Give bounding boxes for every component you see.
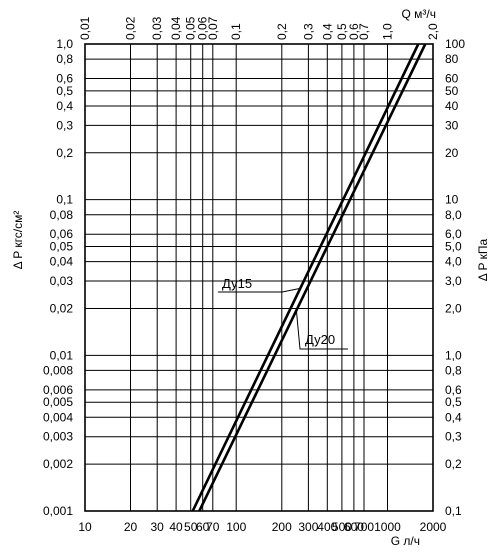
x-bottom-tick-label: 700	[354, 520, 374, 534]
y-right-tick-label: 30	[445, 118, 459, 132]
y-left-tick-label: 0,5	[56, 84, 73, 98]
y-left-tick-label: 0,008	[43, 363, 73, 377]
x-top-tick-label: 0,1	[229, 23, 243, 40]
y-left-tick-label: 0,01	[50, 348, 74, 362]
x-top-tick-label: 0,02	[124, 16, 138, 40]
x-top-tick-label: 0,4	[320, 23, 334, 40]
y-axis-right-title: Δ P кПа	[476, 238, 490, 281]
y-right-tick-label: 0,1	[445, 504, 462, 518]
x-top-tick-label: 2,0	[426, 23, 440, 40]
x-top-tick-label: 0,7	[357, 23, 371, 40]
y-left-tick-label: 0,8	[56, 52, 73, 66]
y-left-tick-label: 0,006	[43, 383, 73, 397]
y-axis-left-title: Δ P кгс/см²	[11, 211, 25, 270]
x-bottom-tick-label: 2000	[420, 520, 447, 534]
x-top-tick-label: 0,05	[184, 16, 198, 40]
x-bottom-tick-label: 50	[184, 520, 198, 534]
y-right-tick-label: 50	[445, 84, 459, 98]
x-bottom-tick-label: 10	[78, 520, 92, 534]
y-left-tick-label: 0,001	[43, 504, 73, 518]
y-left-tick-label: 0,4	[56, 99, 73, 113]
x-bottom-tick-label: 70	[206, 520, 220, 534]
x-bottom-tick-label: 40	[169, 520, 183, 534]
y-right-tick-label: 40	[445, 99, 459, 113]
y-right-tick-label: 6,0	[445, 227, 462, 241]
y-left-tick-label: 0,005	[43, 395, 73, 409]
y-left-tick-label: 0,05	[50, 240, 74, 254]
y-right-tick-label: 5,0	[445, 240, 462, 254]
y-right-tick-label: 8,0	[445, 208, 462, 222]
series-label-ду15-leader	[218, 287, 301, 293]
x-top-tick-label: 0,3	[301, 23, 315, 40]
x-top-tick-label: 0,2	[275, 23, 289, 40]
series-label-ду20: Ду20	[305, 332, 335, 347]
series-line-ду15	[191, 43, 420, 512]
x-bottom-tick-label: 1000	[374, 520, 401, 534]
x-top-tick-label: 0,07	[206, 16, 220, 40]
y-left-tick-label: 0,03	[50, 274, 74, 288]
y-left-tick-label: 0,2	[56, 146, 73, 160]
y-right-tick-label: 60	[445, 72, 459, 86]
y-left-tick-label: 0,004	[43, 410, 73, 424]
grid	[85, 44, 433, 511]
y-right-tick-label: 10	[445, 193, 459, 207]
x-axis-top-title: Q м³/ч	[402, 7, 437, 21]
y-left-tick-label: 0,3	[56, 118, 73, 132]
y-left-tick-label: 0,08	[50, 208, 74, 222]
x-bottom-tick-label: 20	[124, 520, 138, 534]
x-bottom-tick-label: 500	[332, 520, 352, 534]
y-right-tick-label: 0,6	[445, 383, 462, 397]
series-label-ду15: Ду15	[222, 276, 252, 291]
y-left-tick-label: 0,002	[43, 457, 73, 471]
y-left-tick-label: 0,04	[50, 255, 74, 269]
x-top-tick-label: 0,06	[196, 16, 210, 40]
x-top-tick-label: 0,03	[150, 16, 164, 40]
series-lines	[191, 43, 427, 512]
y-right-tick-label: 80	[445, 52, 459, 66]
y-right-tick-label: 1,0	[445, 348, 462, 362]
x-axis-bottom-title: G л/ч	[391, 534, 420, 548]
y-left-tick-label: 0,1	[56, 193, 73, 207]
x-top-tick-label: 0,5	[335, 23, 349, 40]
x-bottom-tick-label: 200	[272, 520, 292, 534]
y-right-tick-label: 0,5	[445, 395, 462, 409]
x-bottom-tick-label: 600	[344, 520, 364, 534]
y-right-tick-label: 20	[445, 146, 459, 160]
x-bottom-tick-label: 300	[298, 520, 318, 534]
x-bottom-tick-label: 100	[226, 520, 246, 534]
y-right-tick-label: 100	[445, 37, 465, 51]
y-left-tick-label: 0,003	[43, 430, 73, 444]
x-bottom-tick-label: 400	[317, 520, 337, 534]
x-bottom-tick-label: 30	[150, 520, 164, 534]
y-left-tick-label: 0,6	[56, 72, 73, 86]
legend-ду15: Ду15	[218, 276, 301, 293]
series-line-ду20	[198, 43, 427, 512]
series-label-ду20-leader	[295, 310, 348, 350]
legend-ду20: Ду20	[295, 310, 348, 350]
y-right-tick-label: 3,0	[445, 274, 462, 288]
y-left-tick-label: 0,06	[50, 227, 74, 241]
x-top-tick-label: 0,01	[78, 16, 92, 40]
x-top-tick-label: 0,04	[169, 16, 183, 40]
x-bottom-tick-label: 60	[196, 520, 210, 534]
plot-frame	[84, 43, 434, 512]
y-left-tick-label: 0,02	[50, 301, 74, 315]
y-left-tick-label: 1,0	[56, 37, 73, 51]
y-right-tick-label: 0,4	[445, 410, 462, 424]
y-right-tick-label: 0,8	[445, 363, 462, 377]
y-right-tick-label: 0,2	[445, 457, 462, 471]
x-top-tick-label: 0,6	[347, 23, 361, 40]
y-right-tick-label: 2,0	[445, 301, 462, 315]
y-right-tick-label: 4,0	[445, 255, 462, 269]
y-right-tick-label: 0,3	[445, 430, 462, 444]
x-top-tick-label: 1,0	[380, 23, 394, 40]
